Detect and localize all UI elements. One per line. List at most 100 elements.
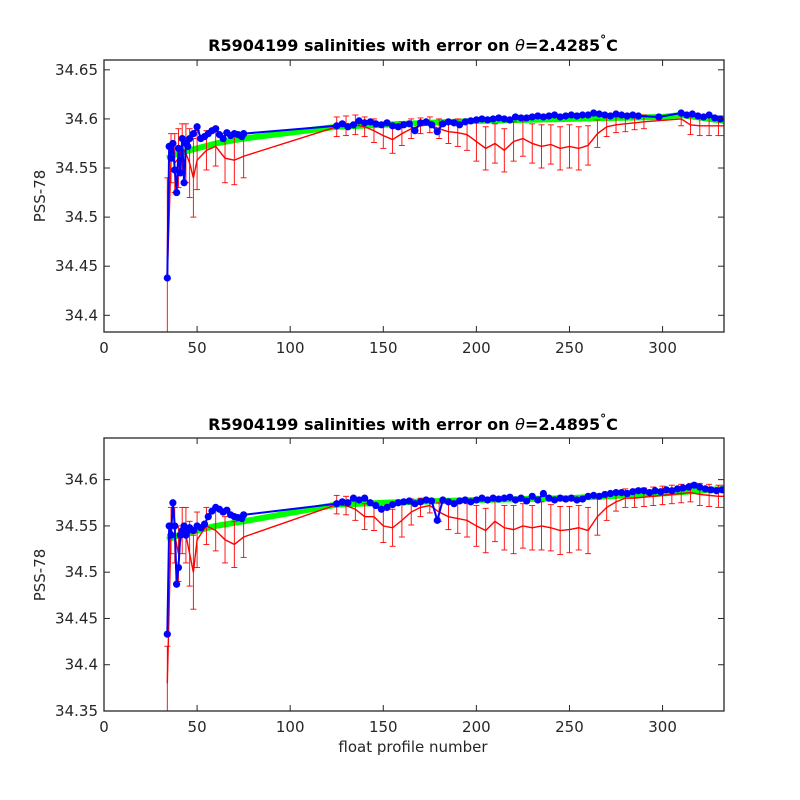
data-point — [705, 111, 713, 119]
data-point — [623, 112, 631, 120]
data-point — [595, 492, 603, 500]
data-point — [219, 134, 227, 143]
data-point — [439, 496, 447, 504]
data-point — [377, 505, 386, 513]
data-point — [711, 114, 719, 122]
data-point — [366, 499, 374, 507]
y-tick-label: 34.4 — [65, 306, 98, 324]
data-point — [422, 496, 430, 504]
data-point — [349, 494, 358, 502]
data-point — [204, 513, 212, 521]
x-tick-label: 0 — [99, 718, 109, 736]
data-point — [528, 113, 536, 121]
data-point — [338, 498, 346, 506]
data-point — [707, 486, 715, 494]
data-point — [383, 503, 391, 512]
data-point — [517, 494, 525, 502]
data-point — [677, 109, 685, 117]
data-point — [483, 116, 492, 124]
series-line-error-center — [166, 491, 724, 684]
data-point — [601, 111, 609, 119]
data-point — [450, 119, 458, 127]
data-point — [189, 130, 197, 138]
x-tick-label: 50 — [188, 718, 207, 736]
data-point — [606, 489, 615, 498]
x-tick-label: 50 — [188, 339, 207, 357]
data-point — [573, 496, 581, 504]
data-point — [489, 494, 497, 502]
data-point — [688, 110, 696, 118]
data-point — [444, 118, 453, 126]
x-tick-label: 300 — [648, 339, 677, 357]
x-tick-label: 200 — [462, 718, 491, 736]
data-point — [673, 485, 682, 493]
data-point — [400, 498, 408, 506]
data-point — [411, 500, 419, 508]
data-point — [655, 113, 663, 121]
bottom-data-layer — [163, 481, 724, 711]
bottom-plot-area — [104, 438, 724, 711]
data-point — [651, 487, 659, 495]
data-point — [344, 499, 352, 507]
data-point — [416, 119, 425, 127]
x-tick-label: 100 — [276, 339, 305, 357]
data-point — [361, 119, 369, 127]
data-point — [461, 118, 469, 126]
data-point — [478, 115, 486, 123]
data-point — [240, 130, 248, 138]
data-point — [629, 111, 637, 119]
data-point — [657, 488, 665, 496]
data-point — [584, 492, 592, 500]
data-point — [696, 483, 704, 491]
data-point — [495, 114, 503, 122]
data-point — [178, 134, 186, 143]
x-tick-label: 150 — [369, 339, 398, 357]
data-point — [394, 123, 402, 131]
y-tick-label: 34.45 — [55, 609, 98, 627]
data-point — [562, 495, 570, 503]
data-point — [171, 522, 179, 530]
top-chart-title: R5904199 salinities with error on θ=2.42… — [208, 33, 618, 55]
data-point — [349, 121, 358, 129]
bottom-x-ticks: 0 50 100 150 200 250 300 — [99, 438, 677, 736]
data-point — [483, 496, 492, 504]
data-point — [428, 121, 436, 129]
data-point — [163, 274, 171, 282]
data-point — [578, 111, 587, 119]
top-x-ticks: 0 50 100 150 200 250 300 — [99, 60, 677, 357]
y-tick-label: 34.45 — [55, 257, 98, 275]
data-point — [606, 112, 615, 120]
top-plot-area — [104, 60, 724, 332]
data-point — [333, 500, 341, 508]
data-point — [506, 493, 514, 501]
data-point — [590, 109, 598, 117]
data-point — [400, 121, 408, 129]
data-point — [461, 496, 469, 504]
data-point — [383, 119, 391, 127]
data-point — [528, 492, 536, 500]
data-point — [634, 112, 642, 120]
data-point — [163, 630, 171, 638]
data-point — [629, 488, 637, 496]
data-point — [517, 114, 525, 122]
data-point — [472, 496, 480, 504]
data-point — [433, 516, 441, 524]
data-point — [171, 166, 179, 174]
data-point — [645, 489, 654, 497]
data-point — [685, 483, 693, 491]
y-tick-label: 34.65 — [55, 61, 98, 79]
data-point — [411, 127, 419, 135]
data-point — [545, 112, 553, 120]
data-point — [467, 117, 475, 125]
x-tick-label: 200 — [462, 339, 491, 357]
data-point — [478, 494, 486, 502]
data-point — [173, 580, 181, 588]
data-point — [344, 123, 352, 131]
data-point — [361, 494, 369, 502]
data-point — [167, 531, 175, 539]
data-point — [511, 496, 520, 504]
data-point — [240, 511, 248, 519]
y-tick-label: 34.5 — [65, 208, 98, 226]
data-point — [456, 497, 464, 505]
data-point — [718, 486, 724, 494]
